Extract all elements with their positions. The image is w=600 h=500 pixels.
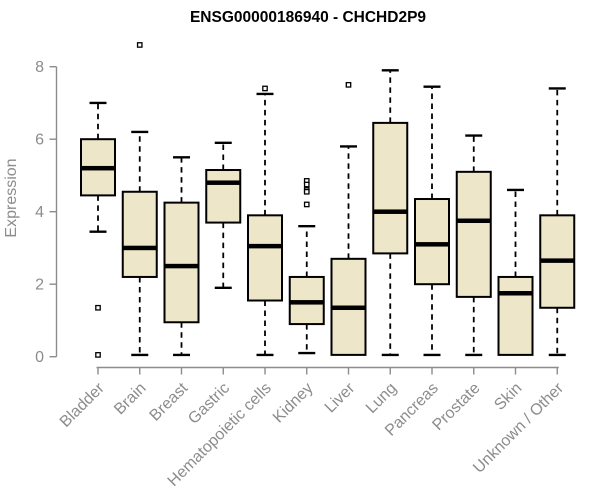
- median-line: [331, 305, 366, 311]
- boxplot-unknown-other: [539, 87, 576, 357]
- median-line: [164, 263, 199, 269]
- median-line: [498, 291, 533, 296]
- y-tick-label: 4: [35, 204, 44, 221]
- boxplot-pancreas: [414, 85, 450, 357]
- median-line: [373, 209, 408, 214]
- x-category-label: Brain: [111, 380, 149, 418]
- boxplot-liver: [330, 81, 367, 356]
- boxplot-skin: [497, 188, 534, 356]
- x-category-label: Kidney: [270, 380, 317, 427]
- outlier-point: [303, 201, 310, 208]
- x-category-label: Lung: [363, 380, 400, 417]
- y-axis: 0 2 4 6 8: [35, 59, 58, 366]
- iqr-box: [121, 190, 158, 278]
- iqr-box: [372, 121, 409, 255]
- median-line: [415, 242, 449, 247]
- boxplot-hematopoietic-cells: [247, 85, 283, 357]
- x-category-label: Liver: [322, 379, 359, 416]
- outlier-point: [136, 42, 143, 48]
- plot-area: 0 2 4 6 8 Bladder BrainBreastGastricHematopoie…: [35, 42, 576, 490]
- boxplot-brain: [121, 42, 158, 357]
- chart-title: ENSG00000186940 - CHCHD2P9: [190, 9, 426, 26]
- outlier-point: [345, 81, 352, 88]
- boxplot-lung: [372, 69, 409, 357]
- median-line: [81, 165, 115, 171]
- median-line: [289, 300, 324, 305]
- outlier-point: [262, 85, 268, 92]
- iqr-box: [455, 170, 492, 298]
- boxplot-bladder: [80, 101, 116, 358]
- median-line: [540, 258, 575, 263]
- median-line: [456, 218, 491, 224]
- median-line: [122, 245, 157, 251]
- outlier-point: [303, 181, 310, 188]
- y-tick-label: 0: [35, 349, 44, 366]
- boxplot-gastric: [205, 141, 242, 290]
- median-line: [206, 180, 241, 185]
- y-tick-label: 2: [35, 277, 44, 294]
- boxplot-breast: [163, 156, 200, 357]
- iqr-box: [205, 169, 242, 224]
- outlier-point: [95, 352, 101, 358]
- boxplot-prostate: [455, 134, 492, 357]
- iqr-box: [414, 198, 450, 286]
- y-tick-label: 6: [35, 132, 44, 149]
- outlier-point: [95, 304, 101, 311]
- boxplot-kidney: [288, 178, 325, 355]
- iqr-box: [497, 275, 534, 356]
- iqr-box: [163, 201, 200, 324]
- x-category-label: Breast: [147, 379, 192, 424]
- median-line: [248, 243, 282, 249]
- y-tick-label: 8: [35, 59, 44, 76]
- x-category-label: Bladder: [57, 379, 108, 430]
- x-category-label: Skin: [491, 380, 525, 414]
- y-axis-label: Expression: [3, 158, 20, 237]
- outlier-point: [303, 188, 310, 195]
- iqr-box: [247, 214, 283, 302]
